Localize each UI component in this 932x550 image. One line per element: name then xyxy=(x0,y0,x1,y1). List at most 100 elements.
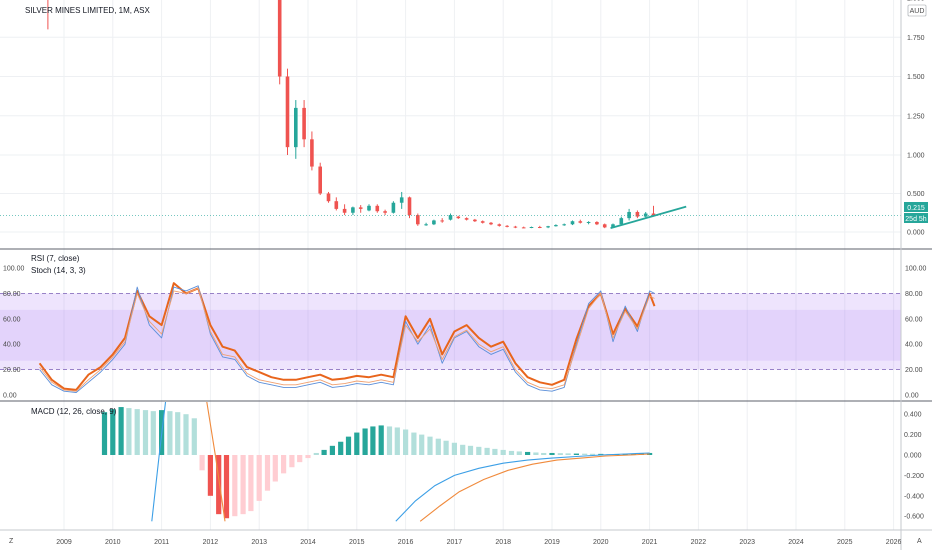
signal-line xyxy=(206,402,226,522)
candle-body xyxy=(497,224,502,226)
candle-body xyxy=(464,218,469,220)
candle-body xyxy=(562,224,566,226)
price-tick-label: 1.000 xyxy=(907,153,925,160)
timezone-z-button[interactable]: Z xyxy=(9,538,14,545)
stoch-band xyxy=(0,309,901,361)
rsi-tick-label-left: 40.00 xyxy=(3,342,21,349)
macd-pane[interactable] xyxy=(101,394,653,522)
candle-body xyxy=(570,221,575,225)
macd-histogram-bar xyxy=(207,455,213,496)
macd-histogram-bar xyxy=(647,452,653,455)
macd-histogram-bar xyxy=(419,434,425,455)
time-tick-label: 2018 xyxy=(495,539,511,546)
candle-body xyxy=(529,226,534,228)
price-tick-label: 1.750 xyxy=(907,35,925,42)
macd-histogram-bar xyxy=(142,410,149,455)
time-tick-label: 2026 xyxy=(886,539,902,546)
time-tick-label: 2014 xyxy=(300,539,316,546)
macd-histogram-bar xyxy=(248,455,254,512)
time-tick-label: 2010 xyxy=(105,539,121,546)
rsi-tick-label-left: 60.00 xyxy=(3,316,21,323)
macd-histogram-bar xyxy=(216,455,222,515)
candle-body xyxy=(391,202,396,213)
candle-body xyxy=(513,226,518,228)
macd-tick-label: 0.000 xyxy=(904,453,922,460)
macd-histogram xyxy=(101,407,653,519)
candle-body xyxy=(326,193,331,202)
macd-histogram-bar xyxy=(460,444,466,455)
price-tick-label: 1.500 xyxy=(907,74,925,81)
candle-body xyxy=(578,221,583,223)
time-tick-label: 2023 xyxy=(739,539,755,546)
price-pane[interactable] xyxy=(0,0,901,230)
macd-histogram-bar xyxy=(240,455,246,515)
macd-histogram-bar xyxy=(443,440,449,455)
time-tick-label: 2017 xyxy=(447,539,463,546)
time-tick-label: 2022 xyxy=(691,539,707,546)
rsi-pane[interactable] xyxy=(0,282,901,393)
candle-body xyxy=(554,225,558,227)
candle-body xyxy=(351,207,355,213)
macd-histogram-bar xyxy=(533,452,539,455)
countdown-text: 25d 5h xyxy=(905,216,927,223)
macd-histogram-bar xyxy=(565,453,571,455)
candle-body xyxy=(480,221,485,223)
macd-histogram-bar xyxy=(126,408,132,455)
candle-body xyxy=(375,205,380,212)
macd-histogram-bar xyxy=(297,455,303,463)
rsi-tick-label-left: 20.00 xyxy=(3,367,21,374)
rsi-tick-label-right: 100.00 xyxy=(905,266,927,273)
macd-histogram-bar xyxy=(338,441,344,455)
macd-histogram-bar xyxy=(354,432,360,455)
series-line-stoch-k xyxy=(39,285,655,393)
candle-body xyxy=(546,226,550,228)
macd-histogram-bar xyxy=(118,407,124,455)
time-tick-label: 2019 xyxy=(544,539,560,546)
candle-body xyxy=(416,215,420,225)
macd-title: MACD (12, 26, close, 9) xyxy=(31,407,117,416)
countdown-badge: 25d 5h xyxy=(904,213,928,223)
macd-histogram-bar xyxy=(150,411,156,455)
macd-tick-label: -0.200 xyxy=(904,473,924,480)
price-tick-label: 2.000 xyxy=(907,0,925,3)
macd-histogram-bar xyxy=(451,442,457,455)
macd-histogram-bar xyxy=(313,452,319,455)
candle-body xyxy=(627,211,631,219)
macd-histogram-bar xyxy=(435,438,441,455)
last-price-badge: 0.215 xyxy=(904,202,928,212)
macd-tick-label: 0.400 xyxy=(904,412,922,419)
signal-line xyxy=(419,453,650,522)
candle-body xyxy=(294,107,298,148)
candle-body xyxy=(432,220,436,225)
macd-histogram-bar xyxy=(345,436,352,455)
macd-line xyxy=(395,452,650,522)
price-tick-label: 0.000 xyxy=(907,230,925,237)
currency-badge[interactable]: AUD xyxy=(907,4,927,17)
macd-tick-label: -0.400 xyxy=(904,493,924,500)
auto-scale-a-button[interactable]: A xyxy=(917,538,922,545)
macd-histogram-bar xyxy=(508,450,515,455)
macd-histogram-bar xyxy=(394,427,400,455)
candle-body xyxy=(538,226,542,228)
candle-body xyxy=(383,211,387,213)
rsi-tick-label-right: 60.00 xyxy=(905,316,923,323)
macd-histogram-bar xyxy=(183,414,189,455)
macd-histogram-bar xyxy=(329,445,335,455)
macd-histogram-bar xyxy=(525,451,531,455)
macd-histogram-bar xyxy=(199,455,205,471)
macd-histogram-bar xyxy=(378,425,384,455)
macd-histogram-bar xyxy=(305,455,311,459)
time-tick-label: 2015 xyxy=(349,539,365,546)
candle-body xyxy=(473,219,477,222)
macd-histogram-bar xyxy=(541,452,547,455)
series-line-rsi xyxy=(38,282,656,391)
macd-line xyxy=(151,402,167,522)
time-tick-label: 2024 xyxy=(788,539,804,546)
candle-body xyxy=(302,107,306,140)
candle-body xyxy=(440,220,444,222)
symbol-title: SILVER MINES LIMITED, 1M, ASX xyxy=(25,6,150,15)
candle-body xyxy=(643,213,648,217)
macd-histogram-bar xyxy=(573,453,579,455)
